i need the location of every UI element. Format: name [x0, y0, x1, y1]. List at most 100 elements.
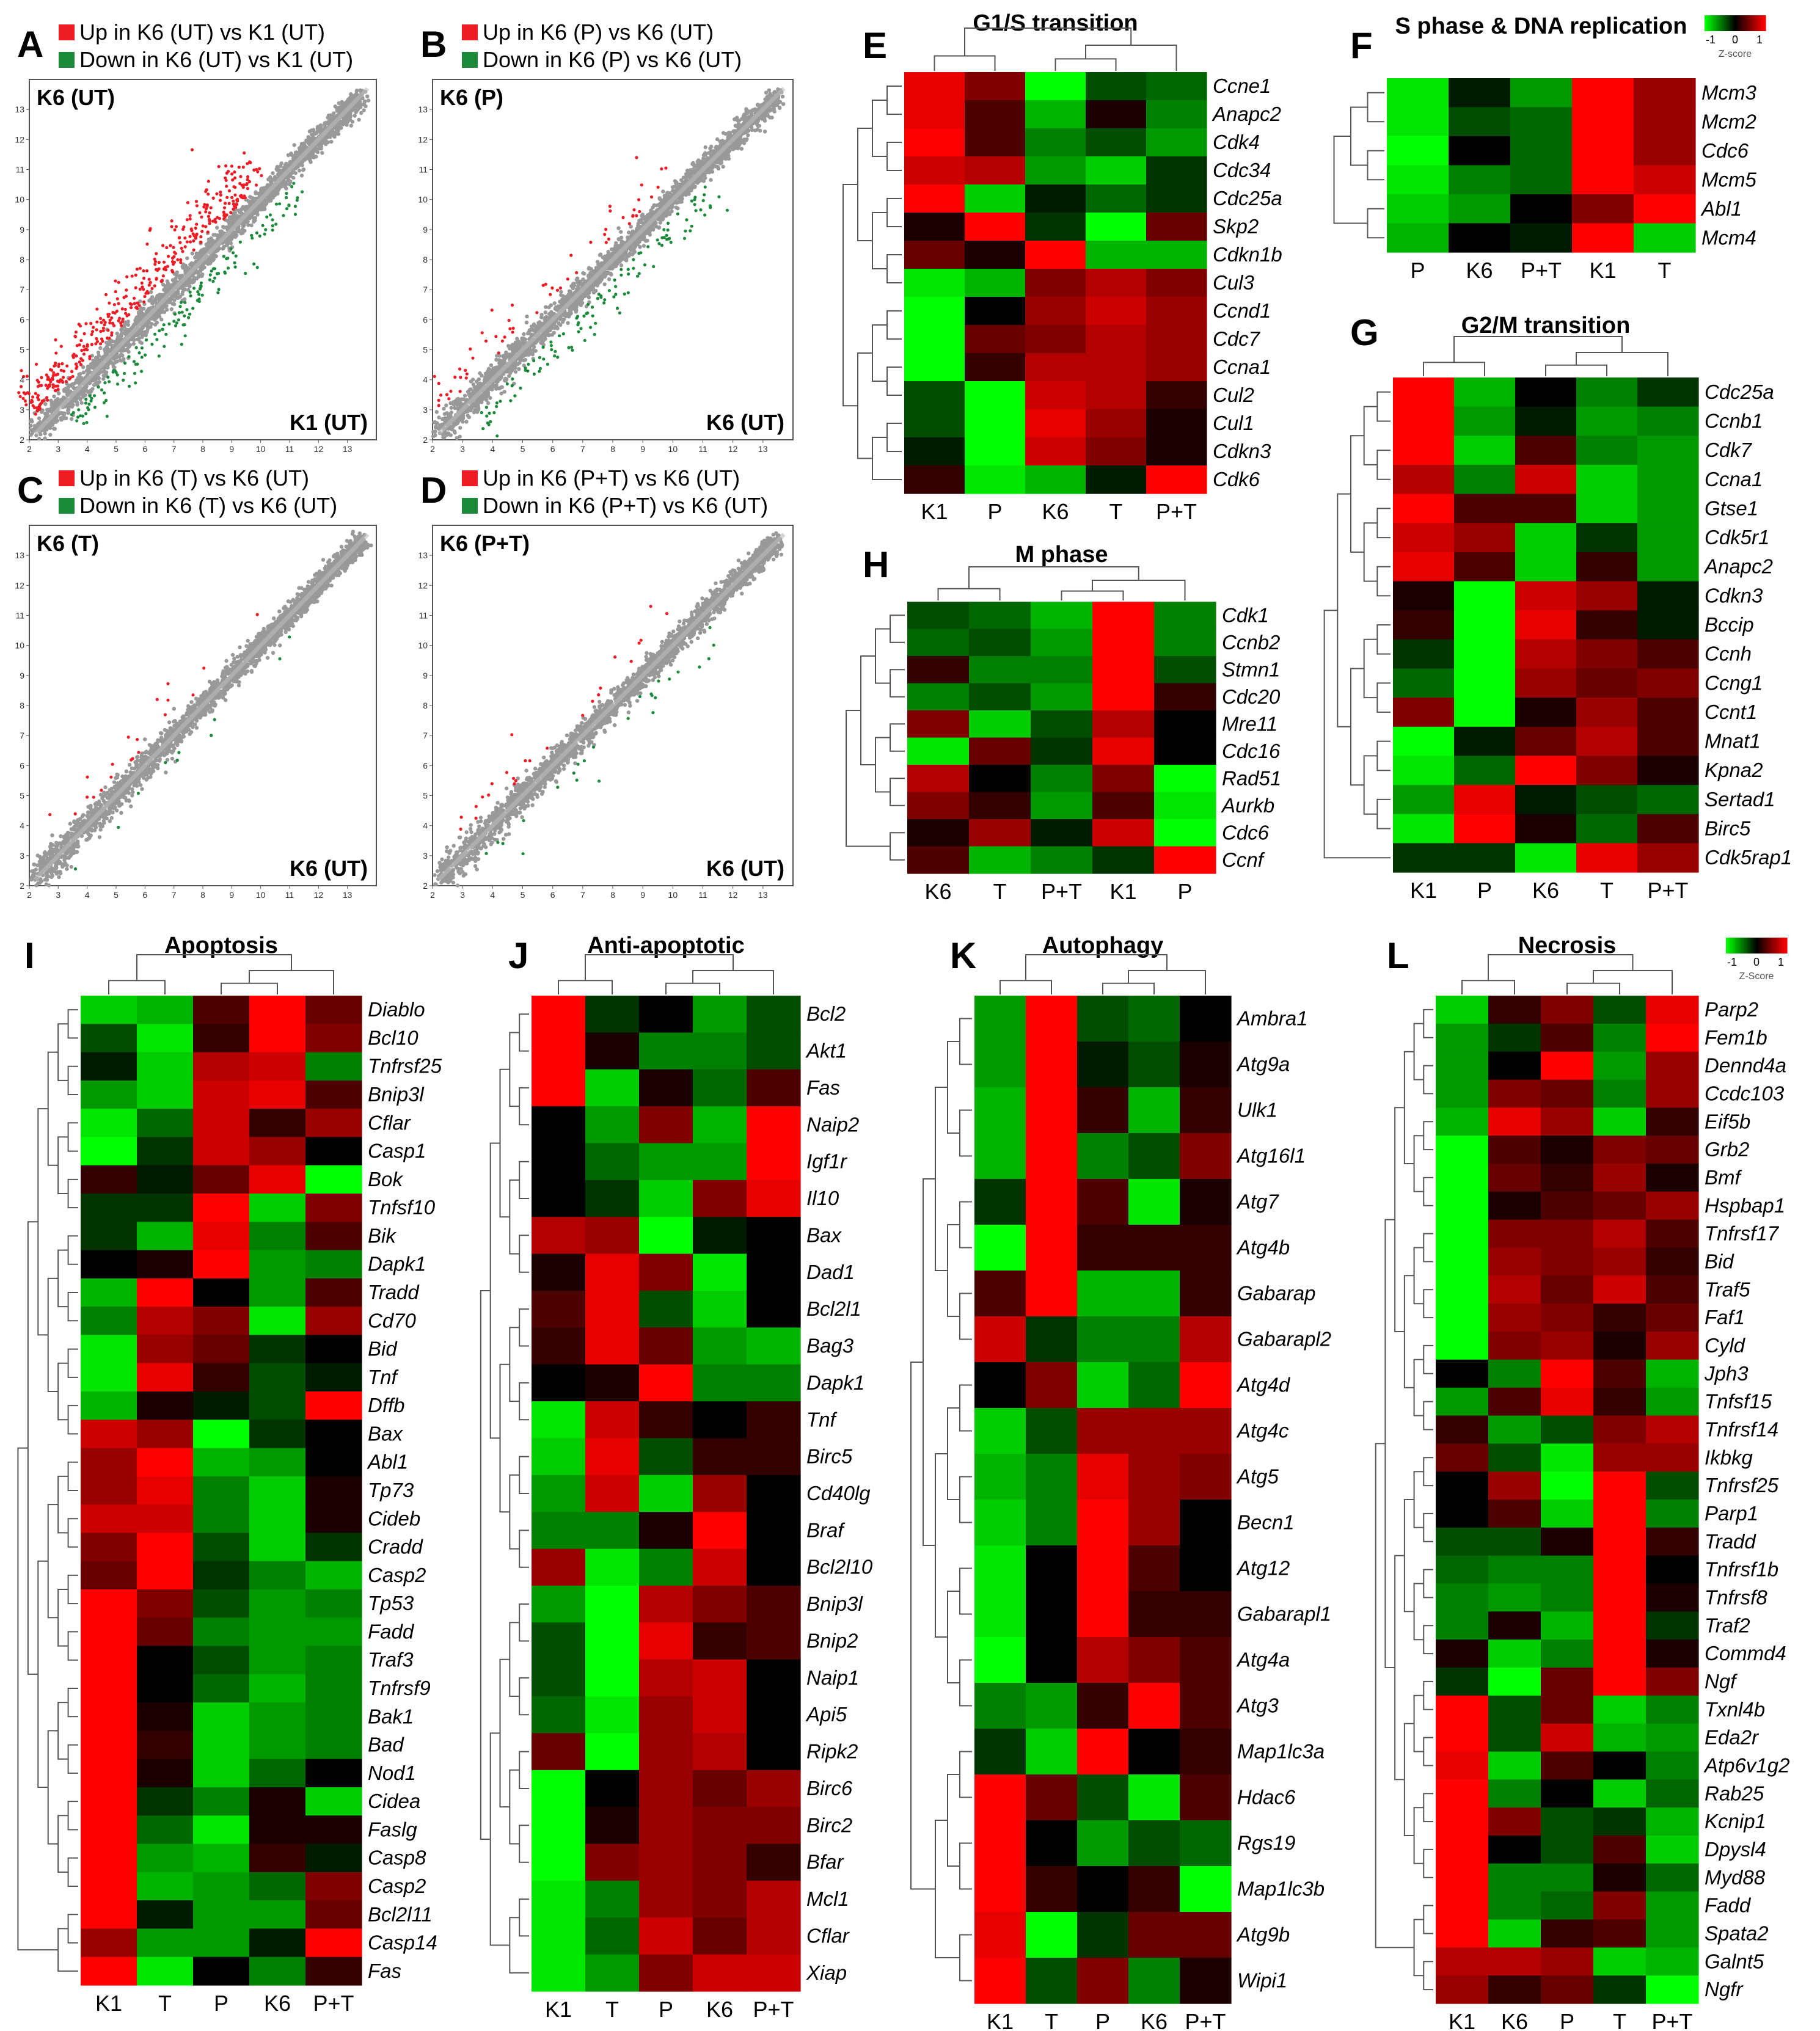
- grey-point: [202, 265, 206, 270]
- down-point: [134, 381, 137, 385]
- grey-point: [278, 169, 282, 173]
- up-point: [115, 309, 119, 313]
- up-point: [235, 199, 239, 202]
- up-point: [92, 326, 95, 329]
- up-point: [94, 342, 98, 346]
- down-point: [175, 321, 179, 325]
- grey-point: [284, 186, 288, 191]
- up-point: [95, 320, 99, 324]
- up-point: [56, 384, 60, 388]
- up-point: [125, 288, 128, 292]
- down-point: [88, 394, 92, 398]
- up-point: [130, 274, 134, 278]
- up-point: [68, 377, 71, 381]
- up-point: [211, 196, 215, 200]
- up-point: [108, 337, 111, 340]
- down-point: [103, 381, 107, 385]
- grey-point: [288, 179, 293, 184]
- up-point: [90, 332, 93, 337]
- grey-point: [309, 155, 313, 159]
- down-point: [213, 267, 216, 271]
- up-point: [233, 206, 238, 210]
- up-point: [241, 166, 245, 169]
- grey-point: [110, 339, 114, 343]
- up-point: [21, 396, 25, 401]
- grey-point: [326, 140, 330, 145]
- up-point: [148, 281, 152, 285]
- grey-point: [115, 359, 119, 363]
- grey-point: [120, 331, 124, 335]
- up-point: [53, 388, 57, 393]
- down-point: [208, 273, 212, 277]
- grey-point: [497, 354, 502, 358]
- up-point: [237, 166, 241, 169]
- grey-point: [138, 340, 142, 345]
- grey-point: [522, 332, 526, 337]
- grey-point: [175, 296, 179, 300]
- down-point: [226, 266, 230, 270]
- legend-up-label: Up in K6 (P) vs K6 (UT): [483, 20, 714, 45]
- grey-point: [150, 316, 154, 321]
- down-point: [103, 391, 106, 395]
- grey-point: [354, 89, 359, 93]
- up-point: [183, 245, 187, 249]
- grey-point: [364, 104, 368, 109]
- down-point: [140, 370, 144, 373]
- x-tick-label: 4: [85, 444, 90, 454]
- up-point: [95, 328, 98, 332]
- down-point: [217, 272, 221, 275]
- grey-point: [449, 406, 453, 410]
- grey-point: [673, 179, 678, 183]
- down-point: [177, 318, 180, 322]
- grey-point: [539, 341, 543, 345]
- up-point: [176, 258, 180, 261]
- down-point: [86, 406, 90, 410]
- down-point: [75, 419, 79, 423]
- grey-point: [444, 403, 448, 407]
- up-point: [157, 261, 161, 264]
- grey-point: [149, 290, 153, 294]
- down-point: [133, 371, 137, 375]
- grey-point: [230, 236, 234, 241]
- up-point: [23, 399, 27, 403]
- grey-point: [165, 307, 169, 312]
- down-point: [268, 213, 272, 217]
- down-point: [108, 380, 111, 384]
- up-point: [230, 195, 234, 199]
- grey-point: [246, 223, 250, 227]
- down-point: [226, 257, 230, 260]
- down-point: [128, 384, 131, 388]
- grey-point: [76, 380, 80, 384]
- up-point: [120, 324, 123, 327]
- grey-point: [259, 188, 263, 192]
- grey-point: [661, 189, 665, 194]
- down-point: [192, 286, 196, 290]
- down-point: [199, 286, 202, 290]
- grey-point: [53, 426, 57, 431]
- down-point: [82, 421, 86, 426]
- up-point: [24, 403, 28, 407]
- up-point: [53, 364, 56, 368]
- grey-point: [32, 424, 37, 428]
- grey-point: [494, 357, 499, 362]
- up-point: [147, 277, 151, 281]
- grey-point: [640, 213, 645, 217]
- up-point: [124, 294, 128, 298]
- up-point: [54, 351, 58, 355]
- legend-up-label: Up in K6 (UT) vs K1 (UT): [79, 20, 325, 45]
- up-point: [203, 203, 206, 206]
- up-point: [219, 190, 222, 194]
- grey-point: [119, 334, 123, 338]
- up-point: [200, 230, 204, 233]
- up-point: [198, 211, 202, 214]
- grey-point: [651, 205, 655, 210]
- down-point: [183, 334, 187, 338]
- grey-point: [294, 150, 299, 155]
- up-point: [153, 263, 157, 266]
- down-point: [81, 414, 84, 418]
- down-point: [134, 346, 138, 349]
- y-tick-label: 3: [20, 405, 24, 415]
- up-point: [106, 329, 110, 332]
- grey-point: [175, 274, 179, 278]
- up-point: [170, 269, 174, 272]
